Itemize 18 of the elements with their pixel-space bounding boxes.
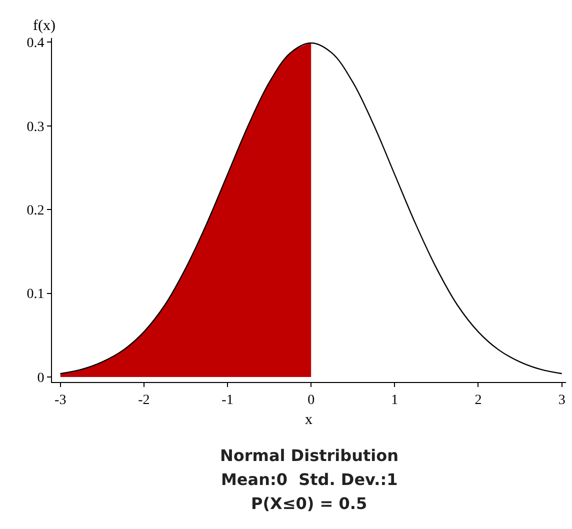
- y-tick-label: 0.3: [26, 120, 44, 135]
- text: Mean:0 Std. Dev.:1: [221, 470, 398, 489]
- x-tick-label: 2: [474, 392, 482, 408]
- x-tick-label: 1: [391, 392, 398, 408]
- x-tick-label: -1: [222, 392, 234, 408]
- y-tick-label: 0.4: [26, 36, 44, 52]
- x-axis-title: x: [305, 412, 313, 428]
- text: Normal Distribution: [220, 446, 398, 465]
- y-tick-label: 0.2: [26, 203, 44, 218]
- x-tick-label: 0: [308, 392, 315, 408]
- x-tick-label: 3: [558, 392, 566, 408]
- y-tick-label: 0: [37, 370, 44, 386]
- y-tick-label: 0.1: [26, 287, 44, 302]
- line-series: [60, 42, 562, 374]
- y-axis-title: f(x): [33, 18, 56, 34]
- x-tick-label: -3: [54, 392, 66, 408]
- text: P(X≤0) = 0.5: [251, 494, 368, 513]
- x-tick-label: -2: [138, 392, 150, 408]
